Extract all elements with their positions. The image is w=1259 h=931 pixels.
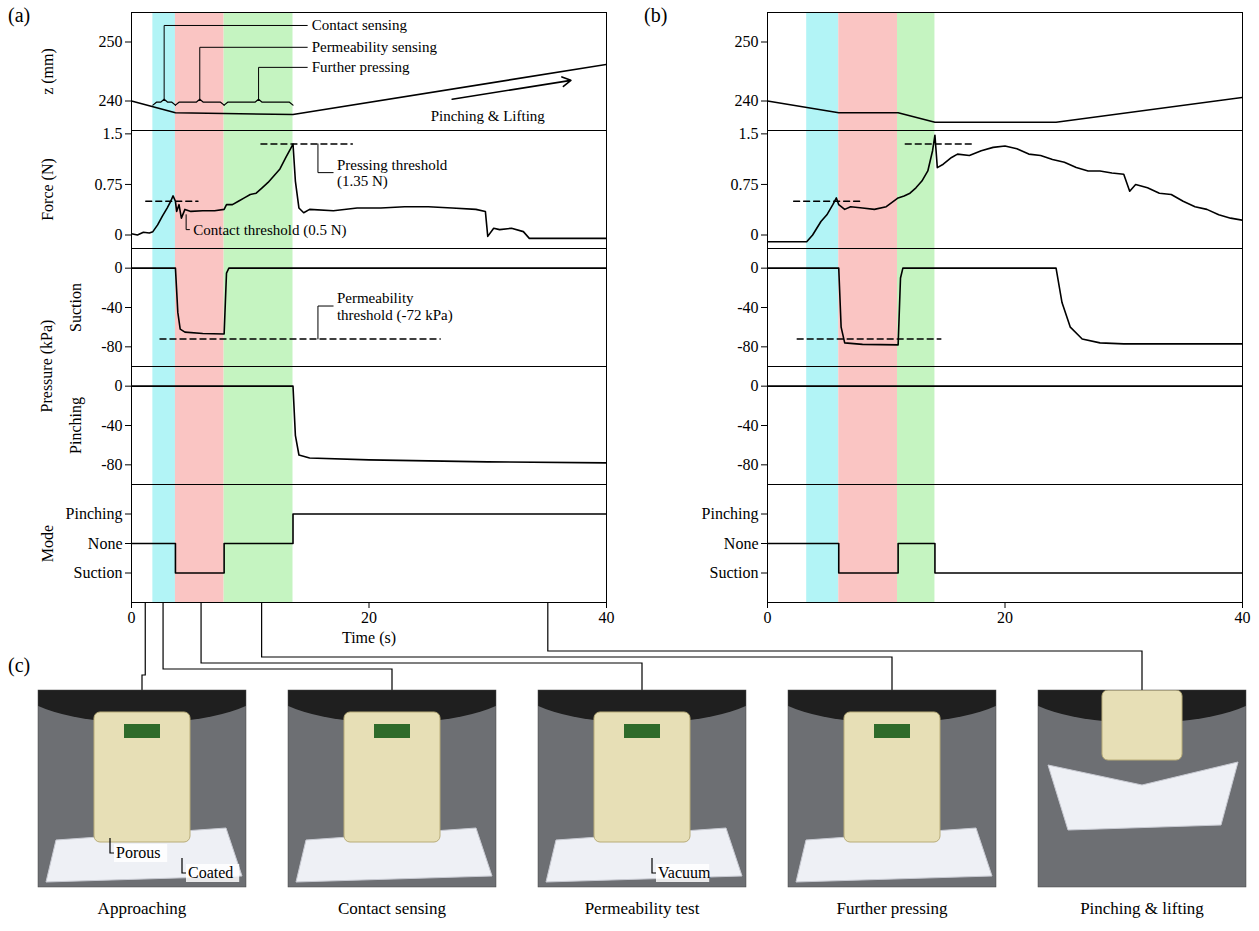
svg-text:None: None [88,535,123,552]
svg-text:-40: -40 [737,299,758,316]
svg-text:-40: -40 [101,417,122,434]
svg-text:250: 250 [99,33,123,50]
svg-text:Permeabilitythreshold (-72 kPa: Permeabilitythreshold (-72 kPa) [337,290,453,324]
svg-text:Further pressing: Further pressing [312,59,410,75]
svg-text:Time (s): Time (s) [342,629,396,647]
svg-text:Suction: Suction [74,564,123,581]
svg-text:-40: -40 [101,299,122,316]
svg-text:0: 0 [764,609,772,626]
svg-text:0: 0 [751,259,759,276]
svg-text:1.5: 1.5 [103,125,123,142]
svg-text:None: None [724,535,759,552]
svg-text:Vacuum: Vacuum [658,864,711,881]
svg-text:Pinching: Pinching [67,397,85,454]
svg-text:Pinching: Pinching [66,505,123,523]
svg-text:Mode: Mode [39,525,56,562]
svg-text:Force (N): Force (N) [39,158,57,221]
svg-text:20: 20 [361,609,377,626]
svg-text:0.75: 0.75 [95,176,123,193]
svg-text:Porous: Porous [116,844,160,861]
svg-text:Further pressing: Further pressing [837,899,948,918]
svg-text:-80: -80 [101,456,122,473]
svg-text:Pinching & lifting: Pinching & lifting [1080,899,1204,918]
svg-text:0: 0 [115,259,123,276]
svg-text:Pressure (kPa): Pressure (kPa) [38,320,56,413]
svg-text:-80: -80 [737,456,758,473]
svg-text:40: 40 [599,609,615,626]
svg-text:-40: -40 [737,417,758,434]
svg-text:0: 0 [751,226,759,243]
svg-text:Coated: Coated [188,864,233,881]
svg-text:(c): (c) [8,654,30,677]
svg-text:0.75: 0.75 [731,176,759,193]
svg-text:Suction: Suction [710,564,759,581]
svg-text:(b): (b) [644,4,667,27]
svg-text:Pinching & Lifting: Pinching & Lifting [431,108,546,124]
svg-text:20: 20 [997,609,1013,626]
svg-text:0: 0 [128,609,136,626]
svg-text:Suction: Suction [67,283,84,332]
svg-text:Pressing threshold(1.35 N): Pressing threshold(1.35 N) [337,157,448,191]
svg-text:240: 240 [99,92,123,109]
svg-text:(a): (a) [8,4,30,27]
svg-text:Contact threshold (0.5 N): Contact threshold (0.5 N) [193,222,346,239]
svg-text:Approaching: Approaching [98,899,187,918]
svg-text:0: 0 [115,377,123,394]
svg-text:1.5: 1.5 [739,125,759,142]
svg-text:Permeability test: Permeability test [585,899,700,918]
svg-text:0: 0 [751,377,759,394]
svg-text:250: 250 [735,33,759,50]
svg-text:0: 0 [115,226,123,243]
svg-text:240: 240 [735,92,759,109]
svg-text:-80: -80 [737,338,758,355]
svg-text:Pinching: Pinching [702,505,759,523]
svg-text:z (mm): z (mm) [39,48,57,95]
svg-text:Permeability sensing: Permeability sensing [312,39,438,55]
svg-text:40: 40 [1235,609,1251,626]
svg-text:Contact sensing: Contact sensing [338,899,447,918]
svg-text:-80: -80 [101,338,122,355]
svg-text:Contact sensing: Contact sensing [312,17,408,33]
